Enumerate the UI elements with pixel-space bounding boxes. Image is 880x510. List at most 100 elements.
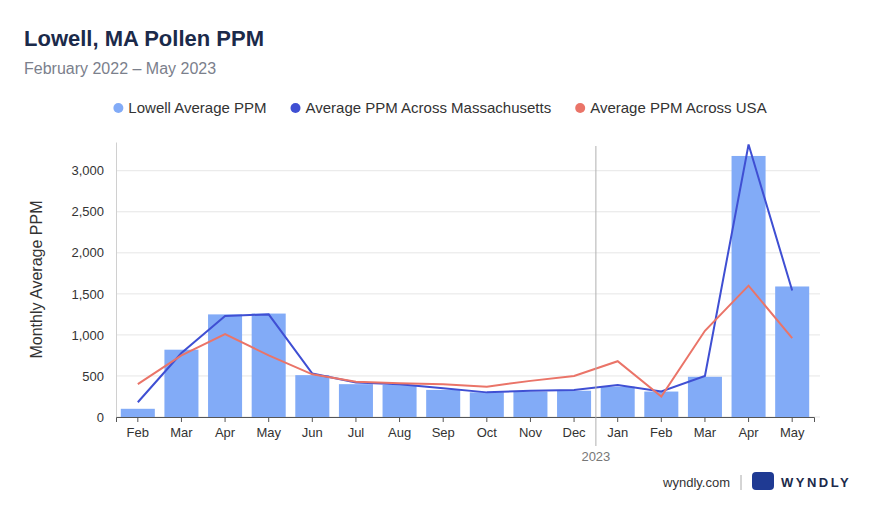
x-tick-mark	[704, 417, 705, 422]
year-divider	[595, 146, 596, 446]
subtitle: February 2022 – May 2023	[24, 60, 216, 77]
x-tick-label: Apr	[738, 425, 759, 440]
x-tick-label: Apr	[215, 425, 236, 440]
grid-line	[116, 170, 820, 171]
y-axis: 0 500 1,000 1,500 2,000 2,500 3,000	[71, 143, 116, 425]
x-tick: May	[780, 417, 805, 440]
x-tick-label: Feb	[127, 425, 149, 440]
plot-marks	[121, 144, 809, 417]
x-tick: Apr	[215, 417, 236, 440]
x-tick-label: Mar	[170, 425, 193, 440]
x-tick-label: May	[256, 425, 281, 440]
legend-label: Average PPM Across Massachusetts	[306, 99, 552, 116]
x-tick: Nov	[519, 417, 543, 440]
x-tick: Jun	[302, 417, 323, 440]
bar	[164, 350, 198, 417]
bar	[513, 392, 547, 417]
bar	[295, 375, 329, 417]
chart-container: Lowell, MA Pollen PPM February 2022 – May…	[0, 0, 880, 510]
x-tick-mark	[530, 417, 531, 422]
x-tick-label: Oct	[477, 425, 498, 440]
bar	[339, 384, 373, 417]
x-tick-label: Feb	[650, 425, 672, 440]
y-tick-label: 1,500	[71, 287, 104, 302]
bar	[426, 390, 460, 417]
grid-line	[116, 293, 820, 294]
y-tick-label: 2,000	[71, 245, 104, 260]
y-tick-label: 3,000	[71, 163, 104, 178]
x-tick: Jan	[607, 417, 628, 440]
x-tick-mark	[312, 417, 313, 422]
x-tick-mark	[792, 417, 793, 422]
x-tick: Jul	[348, 417, 365, 440]
grid-line	[116, 211, 820, 212]
x-tick-label: May	[780, 425, 805, 440]
year-label: 2023	[581, 449, 610, 464]
bar	[208, 314, 242, 417]
x-tick-mark	[617, 417, 618, 422]
x-axis: Feb Mar Apr May Jun Jul Aug Sep Oct Nov Dec Jan Feb M…	[117, 417, 815, 440]
bar	[557, 391, 591, 417]
y-tick: 500	[82, 369, 116, 384]
grid	[116, 171, 820, 417]
x-tick: Mar	[170, 417, 193, 440]
bar	[775, 286, 809, 417]
x-tick-mark	[355, 417, 356, 422]
legend-item: Average PPM Across Massachusetts	[291, 99, 552, 116]
line-series	[138, 144, 792, 402]
y-tick-label: 2,500	[71, 204, 104, 219]
legend-label: Lowell Average PPM	[128, 99, 266, 116]
x-tick-label: Dec	[563, 425, 587, 440]
bar	[383, 385, 417, 417]
y-tick-label: 1,000	[71, 328, 104, 343]
x-tick-label: Sep	[432, 425, 455, 440]
y-tick: 0	[97, 410, 116, 425]
x-tick: Dec	[563, 417, 587, 440]
title: Lowell, MA Pollen PPM	[24, 26, 264, 51]
bar-series	[121, 156, 809, 417]
footer-logo	[752, 472, 774, 490]
x-tick-label: Nov	[519, 425, 543, 440]
x-tick-mark	[443, 417, 444, 422]
x-tick-label: Jul	[348, 425, 365, 440]
x-tick-label: Jan	[607, 425, 628, 440]
y-tick: 2,000	[71, 245, 116, 260]
legend: Lowell Average PPM Average PPM Across Mas…	[113, 99, 766, 116]
x-tick: Feb	[127, 417, 149, 440]
legend-item: Lowell Average PPM	[113, 99, 266, 116]
line-series	[138, 286, 792, 397]
y-tick: 1,000	[71, 328, 116, 343]
legend-swatch	[291, 103, 301, 113]
bar	[470, 392, 504, 417]
bar	[121, 409, 155, 417]
x-axis-line	[117, 418, 815, 423]
x-tick-mark	[574, 417, 575, 422]
footer-separator	[741, 475, 742, 490]
legend-item: Average PPM Across USA	[575, 99, 766, 116]
x-tick: Aug	[388, 417, 411, 440]
x-tick-mark	[268, 417, 269, 422]
x-tick-mark	[748, 417, 749, 422]
footer-site: wyndly.com	[662, 475, 730, 490]
x-tick-mark	[399, 417, 400, 422]
chart-svg: Lowell, MA Pollen PPM February 2022 – May…	[0, 0, 880, 510]
y-tick: 1,500	[71, 287, 116, 302]
bar	[601, 387, 635, 417]
legend-label: Average PPM Across USA	[590, 99, 766, 116]
x-tick-mark	[137, 417, 138, 422]
legend-swatch	[113, 103, 123, 113]
x-tick-label: Aug	[388, 425, 411, 440]
legend-swatch	[575, 103, 585, 113]
x-tick-label: Jun	[302, 425, 323, 440]
bar	[688, 377, 722, 417]
x-tick: Mar	[694, 417, 717, 440]
y-axis-title: Monthly Average PPM	[28, 200, 45, 358]
grid-line	[116, 252, 820, 253]
y-tick: 2,500	[71, 204, 116, 219]
x-tick-label: Mar	[694, 425, 717, 440]
y-tick-label: 500	[82, 369, 104, 384]
x-tick: Sep	[432, 417, 455, 440]
y-tick: 3,000	[71, 163, 116, 178]
x-tick: Oct	[477, 417, 498, 440]
x-tick-mark	[225, 417, 226, 422]
